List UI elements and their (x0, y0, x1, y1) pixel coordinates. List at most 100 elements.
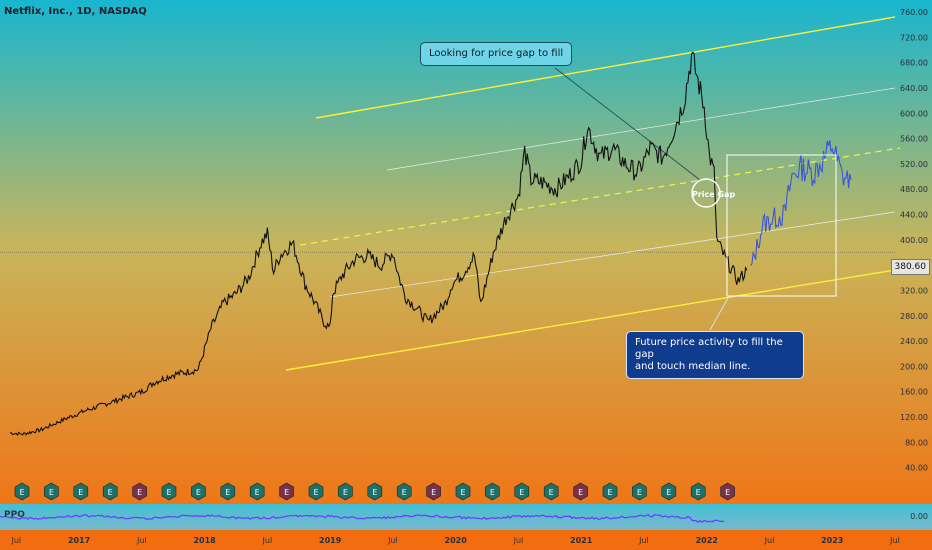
earnings-hex-shape (455, 482, 471, 501)
projection-series-line (750, 140, 852, 266)
earnings-letter: E (490, 488, 495, 497)
callout-bottom-line1: Future price activity to fill the gap (635, 337, 783, 360)
upper-channel-line (315, 16, 896, 119)
earnings-letter: E (637, 488, 642, 497)
ppo-series-line (0, 513, 725, 523)
earnings-letter: E (725, 488, 730, 497)
earnings-hex-shape (602, 482, 618, 501)
earnings-hex-shape (161, 482, 177, 501)
callout-price-gap-search: Looking for price gap to fill (420, 42, 573, 66)
earnings-hex-shape (249, 482, 265, 501)
earnings-badge-icon: E (279, 482, 294, 501)
earnings-letter: E (166, 488, 171, 497)
chart-title: Netflix, Inc., 1D, NASDAQ (4, 6, 147, 17)
x-tick-label: 2018 (193, 536, 216, 545)
inner-upper-line (386, 87, 896, 171)
x-tick-label: Jul (387, 536, 398, 545)
earnings-letter: E (196, 488, 201, 497)
bottom-axis-bar (0, 530, 932, 550)
earnings-hex-shape (73, 482, 89, 501)
x-tick-label: 2021 (570, 536, 593, 545)
earnings-letter: E (343, 488, 348, 497)
current-price-tag: 380.60 (890, 259, 930, 275)
x-tick-label: Jul (764, 536, 775, 545)
y-tick-label: 240.00 (900, 337, 928, 346)
x-tick-label: 2017 (68, 536, 90, 545)
x-tick-label: Jul (638, 536, 649, 545)
earnings-badge-icon: E (249, 482, 265, 501)
earnings-badge-icon: E (602, 482, 618, 501)
x-tick-label: Jul (10, 536, 21, 545)
earnings-badge-icon: E (73, 482, 89, 501)
y-tick-label: 200.00 (900, 362, 928, 371)
y-tick-label: 440.00 (900, 211, 928, 220)
earnings-hex-shape (514, 482, 530, 501)
ppo-panel (0, 504, 932, 530)
earnings-letter: E (255, 488, 260, 497)
earnings-letter: E (431, 488, 436, 497)
price-gap-label: Price Gap (692, 190, 736, 199)
earnings-hex-shape (543, 482, 559, 501)
y-tick-label: 160.00 (900, 388, 928, 397)
projection-box (726, 154, 837, 297)
earnings-badge-icon: E (514, 482, 530, 501)
y-tick-label: 560.00 (900, 135, 928, 144)
callout-bottom-line2: and touch median line. (635, 361, 751, 372)
x-tick-label: 2020 (445, 536, 468, 545)
earnings-letter: E (578, 488, 583, 497)
y-tick-label: 520.00 (900, 160, 928, 169)
x-tick-label: Jul (889, 536, 900, 545)
earnings-badge-icon: E (661, 482, 677, 501)
x-tick-label: 2023 (821, 536, 843, 545)
x-tick-label: Jul (513, 536, 524, 545)
x-tick-label: 2022 (696, 536, 718, 545)
earnings-hex-shape (485, 482, 500, 501)
earnings-badge-icon: E (102, 482, 118, 501)
y-tick-label: 480.00 (900, 185, 928, 194)
earnings-hex-shape (279, 482, 294, 501)
y-tick-label: 320.00 (900, 286, 928, 295)
earnings-letter: E (137, 488, 142, 497)
earnings-letter: E (372, 488, 377, 497)
earnings-letter: E (607, 488, 612, 497)
callout-future-activity: Future price activity to fill the gap an… (626, 331, 804, 379)
x-tick-label: 2019 (319, 536, 342, 545)
ppo-zero-label: 0.00 (910, 512, 928, 521)
y-tick-label: 640.00 (900, 84, 928, 93)
price-gap-circle (691, 178, 721, 208)
earnings-hex-shape (102, 482, 118, 501)
earnings-hex-shape (426, 482, 441, 501)
earnings-badge-icon: E (191, 482, 206, 501)
y-tick-label: 40.00 (905, 464, 928, 473)
y-tick-label: 760.00 (900, 8, 928, 17)
earnings-badge-icon: E (220, 482, 236, 501)
y-tick-label: 720.00 (900, 33, 928, 42)
earnings-badge-icon: E (338, 482, 353, 501)
earnings-letter: E (313, 488, 318, 497)
earnings-badge-icon: E (455, 482, 471, 501)
earnings-letter: E (284, 488, 289, 497)
earnings-letter: E (696, 488, 701, 497)
y-tick-label: 680.00 (900, 59, 928, 68)
y-tick-label: 600.00 (900, 109, 928, 118)
earnings-badge-icon: E (690, 482, 706, 501)
callout-pointer-top (554, 67, 701, 181)
earnings-badge-icon: E (720, 482, 735, 501)
earnings-letter: E (402, 488, 407, 497)
earnings-badge-icon: E (132, 482, 147, 501)
earnings-hex-shape (220, 482, 236, 501)
earnings-badge-icon: E (367, 482, 383, 501)
earnings-badge-icon: E (161, 482, 177, 501)
y-tick-label: 120.00 (900, 413, 928, 422)
earnings-hex-shape (367, 482, 383, 501)
earnings-letter: E (19, 488, 24, 497)
earnings-hex-shape (44, 482, 59, 501)
earnings-letter: E (225, 488, 230, 497)
ppo-label: PPO (4, 510, 25, 520)
earnings-hex-shape (573, 482, 588, 501)
earnings-badge-icon: E (396, 482, 412, 501)
x-tick-label: Jul (262, 536, 273, 545)
